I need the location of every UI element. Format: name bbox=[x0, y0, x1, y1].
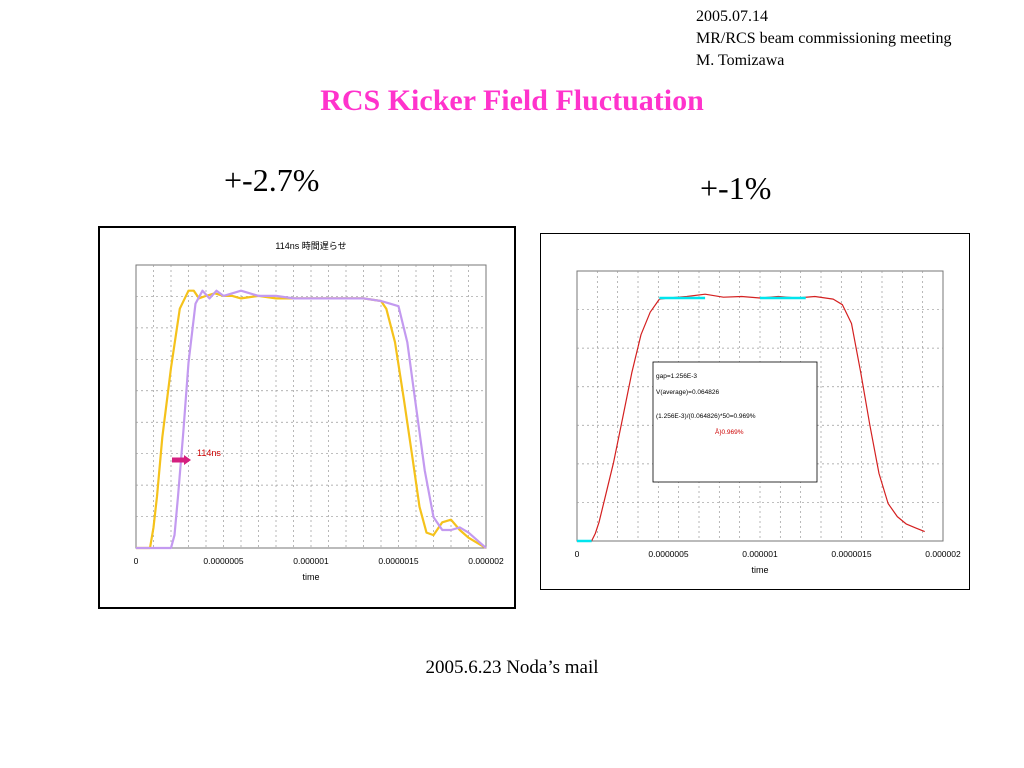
left-annotation-arrowhead bbox=[184, 455, 191, 465]
right-annotation-line-1: V(average)=0.064826 bbox=[656, 389, 719, 396]
right-fluctuation-label: +-1% bbox=[700, 170, 772, 206]
left-x-tick-label: 0 bbox=[134, 556, 139, 566]
right-annotation-box bbox=[652, 361, 818, 483]
left-x-tick-label: 0.000002 bbox=[468, 556, 504, 566]
right-chart-frame: 0 0.0000005 0.000001 0.0000015 0.000002 time g… bbox=[540, 233, 970, 590]
right-annotation-line-3: Å}0.969% bbox=[715, 427, 744, 436]
header-meeting: MR/RCS beam commissioning meeting bbox=[696, 30, 952, 47]
left-series-1-line bbox=[136, 289, 487, 550]
left-x-tick-label: 0.000001 bbox=[293, 556, 329, 566]
right-annotation-line-0: gap=1.256E-3 bbox=[656, 373, 697, 380]
right-series-0-line bbox=[577, 293, 925, 542]
right-x-tick-label: 0.0000015 bbox=[831, 549, 871, 559]
right-x-tick-label: 0.000001 bbox=[742, 549, 778, 559]
right-x-tick-label: 0 bbox=[575, 549, 580, 559]
footer-source: 2005.6.23 Noda’s mail bbox=[425, 657, 599, 678]
left-fluctuation-label: +-2.7% bbox=[224, 162, 320, 198]
right-x-tick-label: 0.0000005 bbox=[648, 549, 688, 559]
left-x-tick-label: 0.0000015 bbox=[378, 556, 418, 566]
right-x-tick-label: 0.000002 bbox=[925, 549, 961, 559]
left-x-tick-label: 0.0000005 bbox=[203, 556, 243, 566]
left-annotation-label: 114ns bbox=[197, 448, 221, 458]
right-x-axis-label: time bbox=[751, 565, 768, 575]
left-chart-frame: 0 0.0000005 0.000001 0.0000015 0.000002 114ns… bbox=[98, 226, 516, 609]
right-annotation-line-2: (1.256E-3)/(0.064826)*50=0.969% bbox=[656, 413, 756, 420]
left-x-axis-label: time bbox=[302, 572, 319, 582]
left-chart: 0 0.0000005 0.000001 0.0000015 0.000002 114ns… bbox=[134, 241, 504, 582]
header-author: M. Tomizawa bbox=[696, 52, 785, 69]
page-title: RCS Kicker Field Fluctuation bbox=[320, 84, 704, 117]
header-date: 2005.07.14 bbox=[696, 8, 768, 25]
left-chart-title: 114ns 時間遅らせ bbox=[275, 241, 346, 251]
right-chart: 0 0.0000005 0.000001 0.0000015 0.000002 time g… bbox=[575, 270, 961, 575]
header-meta: 2005.07.14 MR/RCS beam commissioning mee… bbox=[696, 6, 952, 72]
